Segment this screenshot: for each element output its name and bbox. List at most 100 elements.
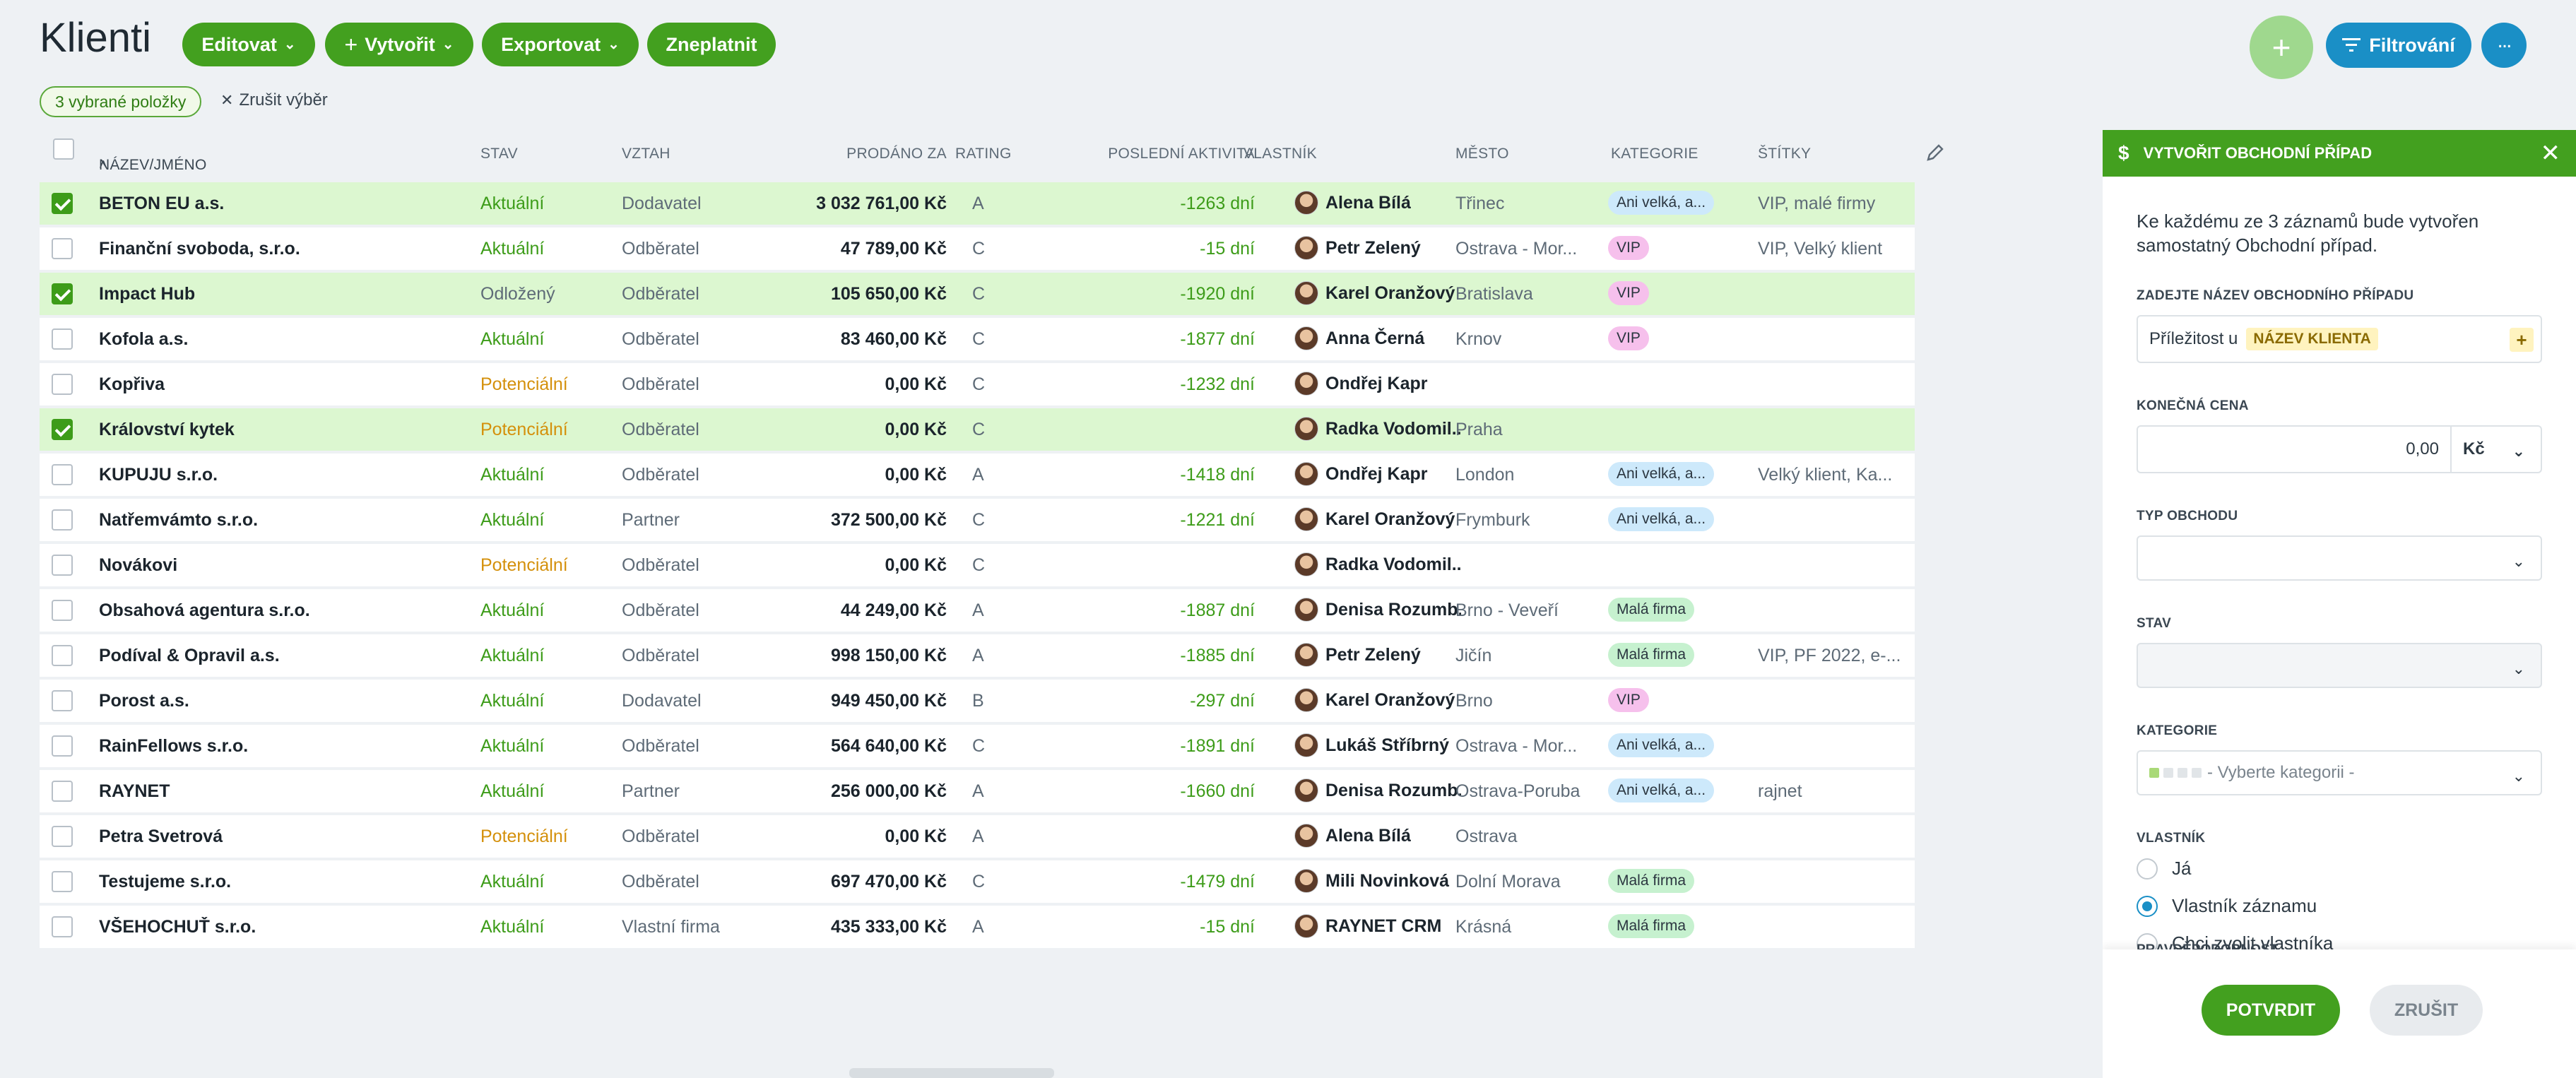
client-name-link[interactable]: Porost a.s. — [99, 691, 189, 711]
clear-selection-link[interactable]: ✕ Zrušit výběr — [220, 90, 328, 110]
price-input[interactable]: 0,00 — [2137, 425, 2452, 473]
owner-cell[interactable]: Denisa Rozumb... — [1294, 598, 1461, 622]
export-button[interactable]: Exportovat ⌄ — [482, 23, 639, 66]
row-checkbox[interactable] — [52, 871, 73, 892]
client-name-link[interactable]: KUPUJU s.r.o. — [99, 465, 218, 485]
owner-cell[interactable]: Mili Novinková — [1294, 869, 1461, 893]
owner-cell[interactable]: Anna Černá — [1294, 326, 1461, 350]
table-row[interactable]: Novákovi Potenciální Odběratel 0,00 Kč C Radk… — [40, 544, 1915, 586]
row-checkbox[interactable] — [52, 645, 73, 666]
owner-cell[interactable]: RAYNET CRM — [1294, 914, 1461, 938]
table-row[interactable]: RAYNET Aktuální Partner 256 000,00 Kč A -1660… — [40, 770, 1915, 812]
client-name-link[interactable]: Novákovi — [99, 555, 178, 575]
category-select[interactable]: - Vyberte kategorii - ⌄ — [2137, 750, 2542, 795]
close-icon[interactable]: ✕ — [2540, 140, 2561, 167]
horizontal-scrollbar[interactable] — [849, 1068, 1054, 1078]
row-checkbox[interactable] — [52, 555, 73, 576]
row-checkbox[interactable] — [52, 735, 73, 757]
owner-cell[interactable]: Karel Oranžový — [1294, 688, 1461, 712]
table-row[interactable]: Obsahová agentura s.r.o. Aktuální Odběrate… — [40, 589, 1915, 632]
column-header-stav[interactable]: Stav — [480, 146, 518, 162]
client-name-link[interactable]: BETON EU a.s. — [99, 194, 225, 213]
client-name-link[interactable]: Kofola a.s. — [99, 329, 189, 349]
add-token-icon[interactable]: + — [2510, 328, 2534, 352]
table-row[interactable]: Království kytek Potenciální Odběratel 0,00… — [40, 408, 1915, 451]
client-name-link[interactable]: Kopřiva — [99, 374, 165, 394]
client-name-link[interactable]: Testujeme s.r.o. — [99, 872, 232, 892]
row-checkbox[interactable] — [52, 600, 73, 621]
table-row[interactable]: KUPUJU s.r.o. Aktuální Odběratel 0,00 Kč A -1… — [40, 454, 1915, 496]
row-checkbox[interactable] — [52, 509, 73, 531]
table-row[interactable]: Podíval & Opravil a.s. Aktuální Odběratel 9… — [40, 634, 1915, 677]
owner-cell[interactable]: Alena Bílá — [1294, 191, 1461, 215]
select-all-checkbox[interactable] — [53, 138, 74, 160]
owner-cell[interactable]: Radka Vodomil... — [1294, 417, 1461, 441]
owner-cell[interactable]: Alena Bílá — [1294, 824, 1461, 848]
cancel-button[interactable]: ZRUŠIT — [2370, 985, 2483, 1036]
radio-button[interactable] — [2137, 858, 2158, 879]
table-row[interactable]: Testujeme s.r.o. Aktuální Odběratel 697 470… — [40, 860, 1915, 903]
pencil-icon[interactable] — [1925, 143, 1946, 164]
table-row[interactable]: Impact Hub Odložený Odběratel 105 650,00 Kč… — [40, 273, 1915, 315]
column-header-vztah[interactable]: Vztah — [622, 146, 670, 162]
client-name-link[interactable]: Podíval & Opravil a.s. — [99, 646, 280, 665]
column-header-stitky[interactable]: Štítky — [1758, 146, 1812, 162]
row-checkbox[interactable] — [52, 690, 73, 711]
filter-button[interactable]: Filtrování — [2326, 23, 2471, 68]
radio-button[interactable] — [2137, 895, 2158, 917]
column-header-aktivita[interactable]: Poslední aktivita — [1108, 146, 1255, 162]
deal-status-select[interactable]: ⌄ — [2137, 643, 2542, 688]
row-checkbox[interactable] — [52, 238, 73, 259]
client-name-link[interactable]: VŠEHOCHUŤ s.r.o. — [99, 917, 256, 937]
table-row[interactable]: Petra Svetrová Potenciální Odběratel 0,00 K… — [40, 815, 1915, 858]
client-name-link[interactable]: Petra Svetrová — [99, 827, 223, 846]
row-checkbox[interactable] — [52, 781, 73, 802]
row-checkbox[interactable] — [52, 419, 73, 440]
table-row[interactable]: RainFellows s.r.o. Aktuální Odběratel 564 6… — [40, 725, 1915, 767]
confirm-button[interactable]: POTVRDIT — [2202, 985, 2340, 1036]
add-button[interactable]: + — [2250, 16, 2313, 79]
owner-cell[interactable]: Ondřej Kapr — [1294, 462, 1461, 486]
table-row[interactable]: Natřemvámto s.r.o. Aktuální Partner 372 500… — [40, 499, 1915, 541]
row-checkbox[interactable] — [52, 916, 73, 937]
row-checkbox[interactable] — [52, 826, 73, 847]
owner-option[interactable]: Vlastník záznamu — [2137, 895, 2542, 917]
client-name-link[interactable]: Impact Hub — [99, 284, 196, 304]
owner-cell[interactable]: Karel Oranžový — [1294, 281, 1461, 305]
row-checkbox[interactable] — [52, 283, 73, 304]
row-checkbox[interactable] — [52, 328, 73, 350]
edit-button[interactable]: Editovat ⌄ — [182, 23, 315, 66]
owner-cell[interactable]: Denisa Rozumb... — [1294, 778, 1461, 802]
client-name-link[interactable]: Království kytek — [99, 420, 235, 439]
column-header-kategorie[interactable]: Kategorie — [1611, 146, 1698, 162]
table-row[interactable]: Kopřiva Potenciální Odběratel 0,00 Kč C -1232… — [40, 363, 1915, 405]
column-header-mesto[interactable]: Město — [1455, 146, 1509, 162]
table-row[interactable]: BETON EU a.s. Aktuální Dodavatel 3 032 761,… — [40, 182, 1915, 225]
column-header-prodano[interactable]: Prodáno za — [846, 146, 947, 162]
owner-cell[interactable]: Lukáš Stříbrný — [1294, 733, 1461, 757]
table-row[interactable]: VŠEHOCHUŤ s.r.o. Aktuální Vlastní firma 435… — [40, 906, 1915, 948]
row-checkbox[interactable] — [52, 464, 73, 485]
client-name-link[interactable]: RainFellows s.r.o. — [99, 736, 249, 756]
client-name-link[interactable]: Obsahová agentura s.r.o. — [99, 600, 310, 620]
client-name-token[interactable]: NÁZEV KLIENTA — [2246, 328, 2378, 350]
deal-name-input[interactable]: Příležitost u NÁZEV KLIENTA + — [2137, 315, 2542, 363]
row-checkbox[interactable] — [52, 193, 73, 214]
owner-cell[interactable]: Ondřej Kapr — [1294, 372, 1461, 396]
column-header-rating[interactable]: Rating — [955, 146, 1012, 162]
owner-cell[interactable]: Petr Zelený — [1294, 236, 1461, 260]
owner-cell[interactable]: Petr Zelený — [1294, 643, 1461, 667]
deal-type-select[interactable]: ⌄ — [2137, 535, 2542, 581]
client-name-link[interactable]: Finanční svoboda, s.r.o. — [99, 239, 300, 259]
table-row[interactable]: Finanční svoboda, s.r.o. Aktuální Odběrate… — [40, 227, 1915, 270]
owner-cell[interactable]: Karel Oranžový — [1294, 507, 1461, 531]
currency-select[interactable]: Kč ⌄ — [2452, 425, 2542, 473]
owner-cell[interactable]: Radka Vodomil... — [1294, 552, 1461, 576]
table-row[interactable]: Kofola a.s. Aktuální Odběratel 83 460,00 Kč… — [40, 318, 1915, 360]
invalidate-button[interactable]: Zneplatnit — [647, 23, 776, 66]
column-header-vlastnik[interactable]: Vlastník — [1243, 146, 1317, 162]
create-button[interactable]: + Vytvořit ⌄ — [325, 23, 473, 66]
row-checkbox[interactable] — [52, 374, 73, 395]
more-button[interactable]: ... — [2481, 23, 2527, 68]
table-row[interactable]: Porost a.s. Aktuální Dodavatel 949 450,00 K… — [40, 680, 1915, 722]
